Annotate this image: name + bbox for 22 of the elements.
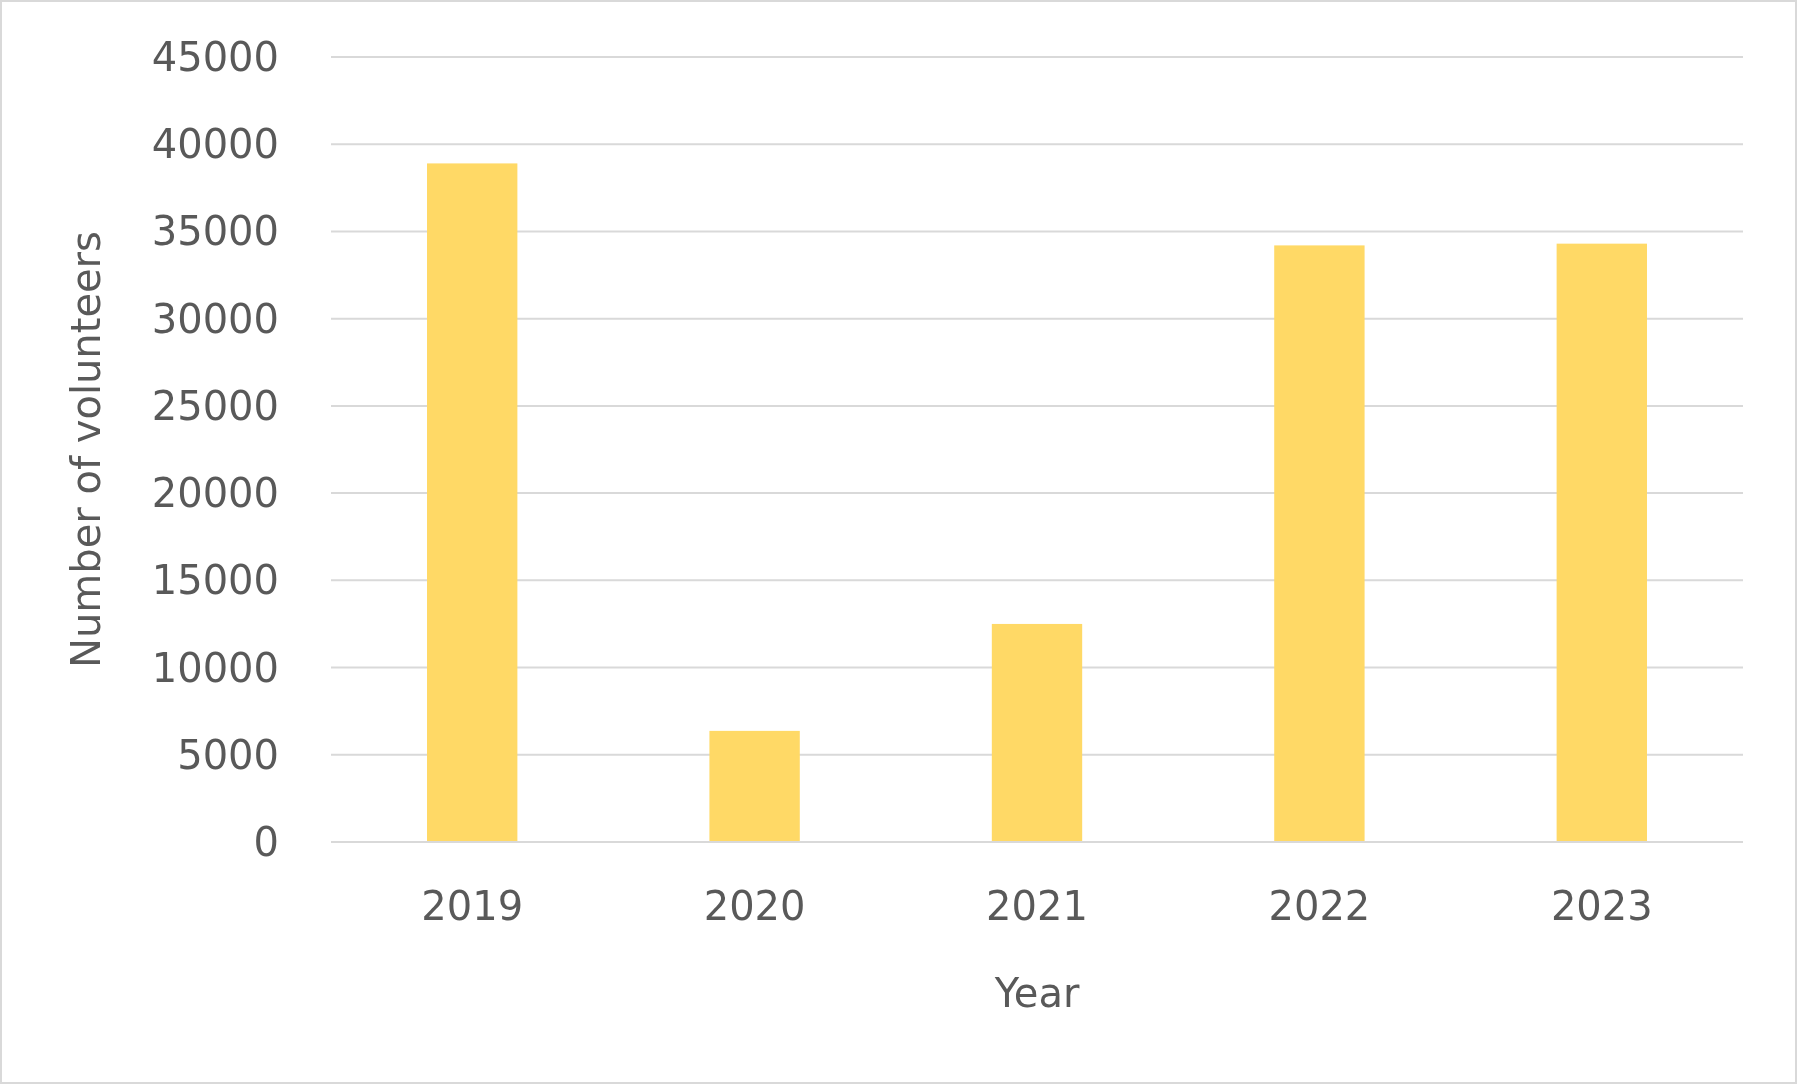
y-tick-label: 15000 [151,557,279,604]
bar [1556,243,1647,842]
bar [427,163,518,842]
y-tick-label: 10000 [151,644,279,691]
y-tick-label: 35000 [151,208,279,255]
y-tick-label: 30000 [151,295,279,342]
bar [709,730,800,842]
x-tick-label: 2022 [1268,883,1371,929]
x-tick-label: 2023 [1550,883,1653,929]
x-tick-label: 2019 [421,883,524,929]
y-tick-label: 5000 [177,731,279,778]
x-tick-label: 2021 [986,883,1088,929]
x-axis-title: Year [993,970,1080,1016]
y-tick-label: 0 [253,819,279,865]
y-tick-label: 45000 [151,34,279,80]
bar [991,623,1083,842]
x-tick-label: 2020 [703,883,806,929]
y-axis-title: Number of volunteers [63,231,109,668]
bar [1274,245,1365,842]
y-tick-label: 25000 [151,382,279,429]
y-tick-label: 40000 [151,121,279,168]
y-tick-label: 20000 [151,470,279,517]
